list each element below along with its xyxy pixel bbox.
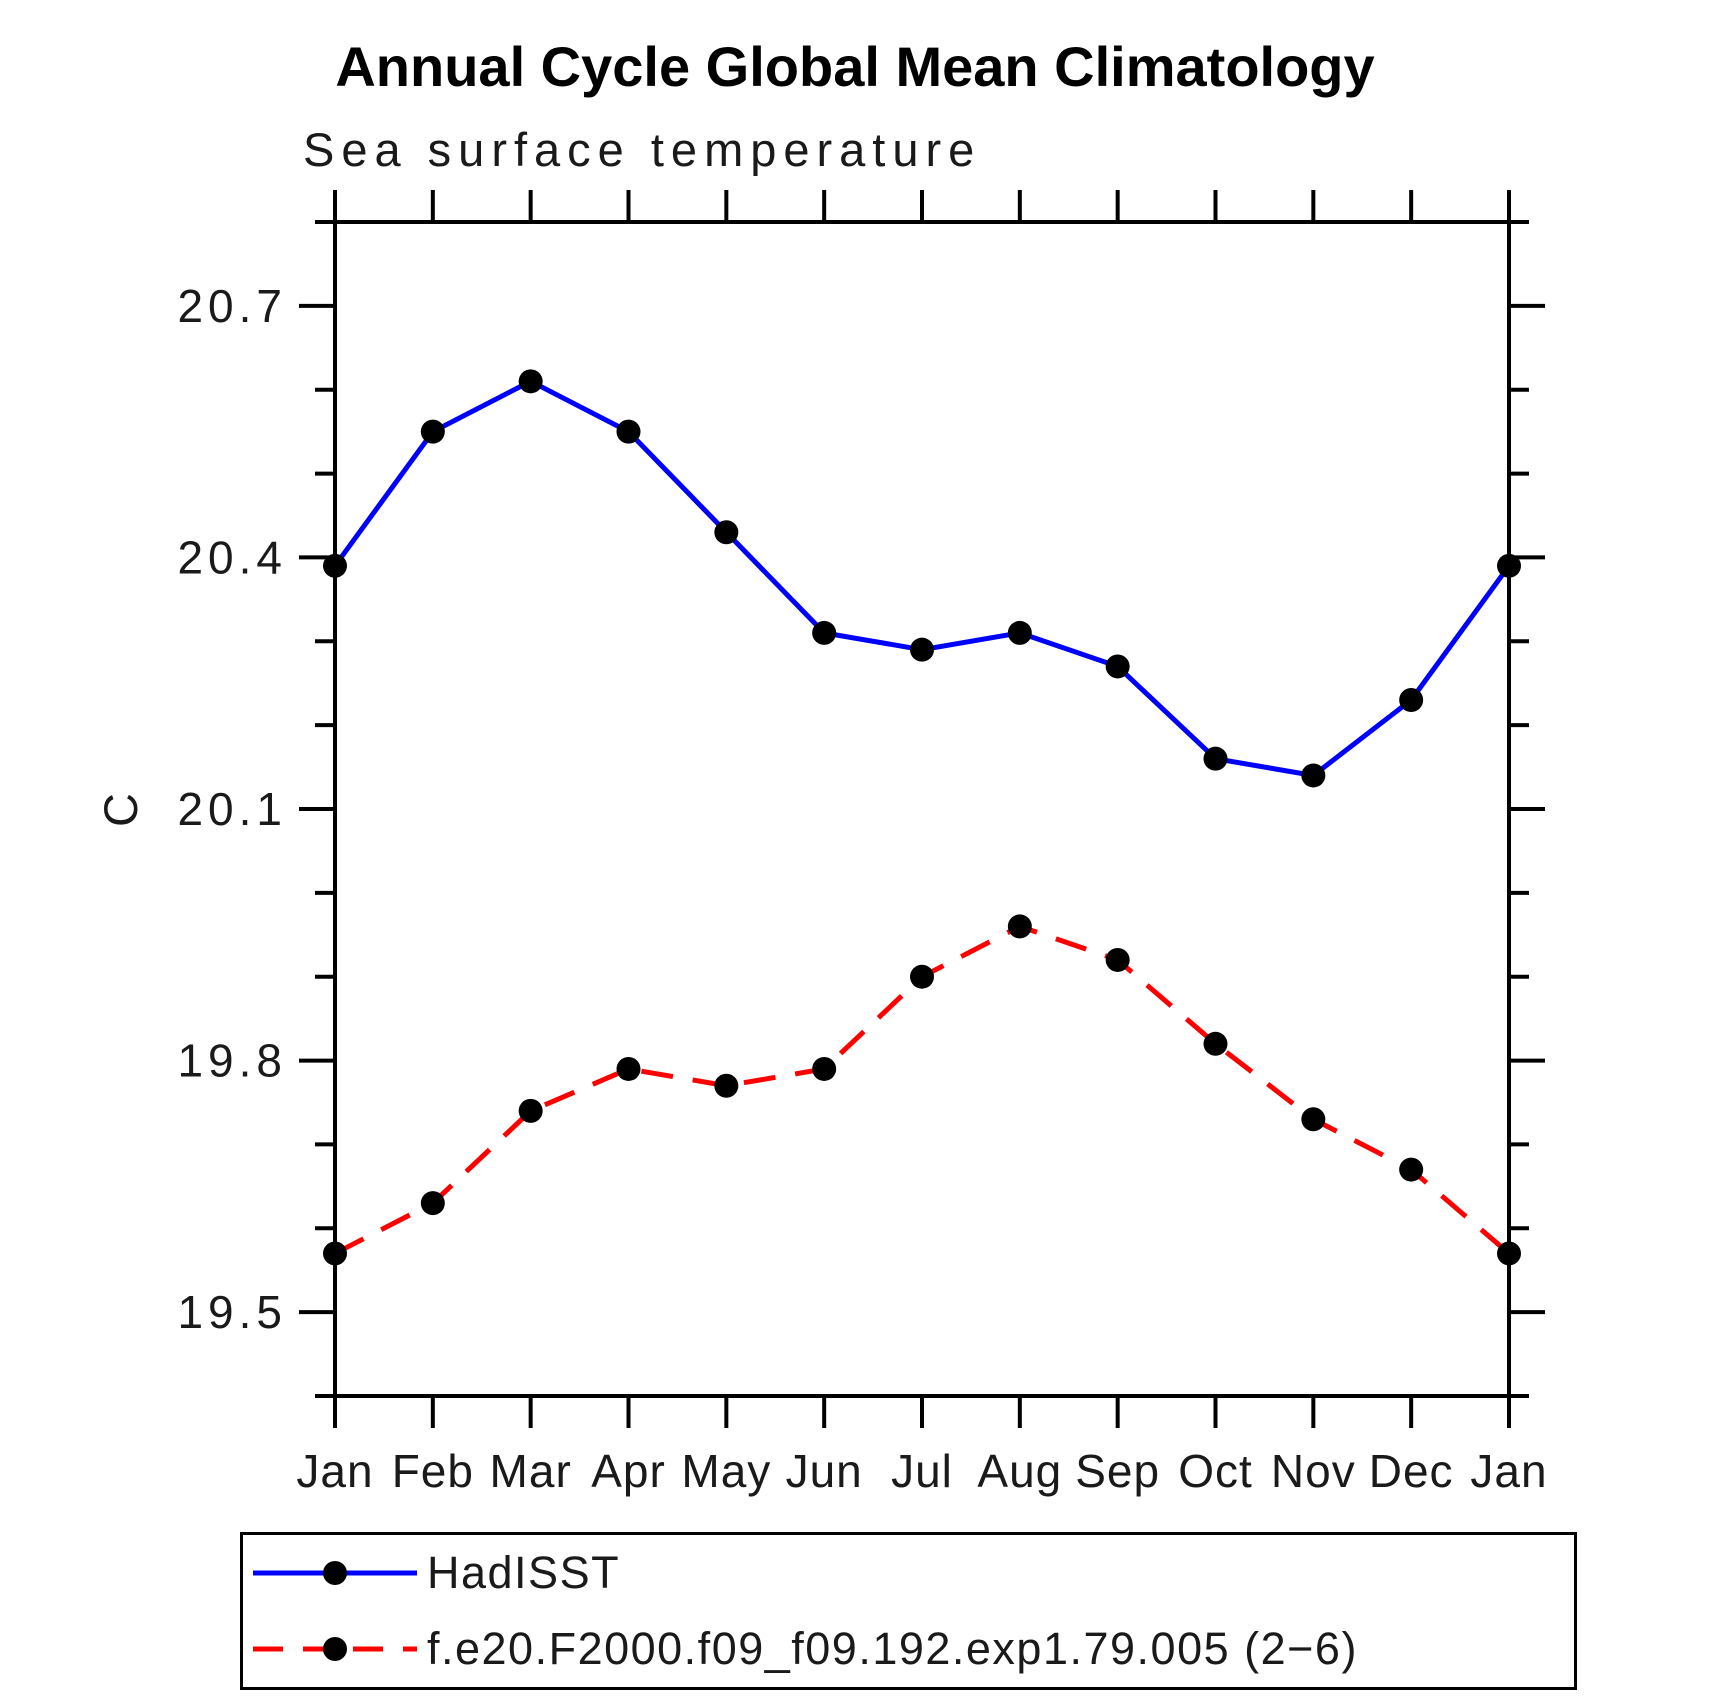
data-point-marker [1301,1107,1326,1132]
data-point-marker [1105,654,1130,679]
data-point-marker [1497,553,1521,578]
data-point-marker [812,620,837,645]
y-tick-label: 20.4 [177,531,287,583]
chart-subtitle: Sea surface temperature [303,123,982,176]
hadisst-line [332,378,1512,779]
data-point-marker [1203,746,1228,771]
x-tick-label: Feb [392,1445,474,1497]
data-point-marker [910,637,934,662]
data-point-marker [1497,1241,1521,1266]
x-tick-label: Oct [1178,1445,1253,1497]
legend: HadISST f.e20.F2000.f09_f09.192.exp1.79.… [240,1532,1577,1690]
data-point-marker [518,369,543,394]
data-point-marker [518,1098,543,1123]
y-tick-label: 19.5 [177,1286,287,1338]
x-tick-label: Sep [1075,1445,1160,1497]
data-point-marker [420,1191,445,1216]
data-point-marker [1105,947,1130,972]
y-tick-label: 20.7 [177,280,287,332]
x-tick-label: Nov [1271,1445,1356,1497]
data-point-marker [323,1241,347,1266]
data-point-marker [1399,687,1424,712]
y-tick-label: 20.1 [177,783,287,835]
x-tick-label: Apr [591,1445,666,1497]
hadisst-line-sample-icon [253,1561,417,1585]
x-tick-label: Jan [296,1445,373,1497]
x-tick-label: Jan [1470,1445,1547,1497]
model-line-sample-icon [253,1637,417,1661]
legend-label-hadisst: HadISST [427,1547,621,1598]
data-point-marker [812,1056,837,1081]
data-point-marker [910,964,934,989]
data-point-marker [420,419,445,444]
y-tick-label: 19.8 [177,1035,287,1087]
plot-frame [333,220,1511,1398]
data-point-marker [1399,1157,1424,1182]
data-point-marker [323,553,347,578]
data-point-marker [616,1056,641,1081]
x-tick-label: Jul [891,1445,953,1497]
x-tick-label: May [681,1445,771,1497]
chart-title: Annual Cycle Global Mean Climatology [335,35,1375,98]
data-point-marker [714,1073,739,1098]
legend-item-hadisst: HadISST [243,1535,1574,1611]
legend-label-model: f.e20.F2000.f09_f09.192.exp1.79.005 (2−6… [427,1623,1358,1674]
legend-item-model: f.e20.F2000.f09_f09.192.exp1.79.005 (2−6… [243,1611,1574,1687]
data-point-marker [1301,763,1326,788]
data-point-marker [714,520,739,545]
x-tick-label: Mar [490,1445,572,1497]
x-tick-label: Dec [1369,1445,1454,1497]
x-tick-label: Aug [977,1445,1062,1497]
data-point-marker [616,419,641,444]
data-point-marker [1203,1031,1228,1056]
data-point-marker [1007,914,1032,939]
x-tick-label: Jun [786,1445,863,1497]
data-point-marker [1007,620,1032,645]
